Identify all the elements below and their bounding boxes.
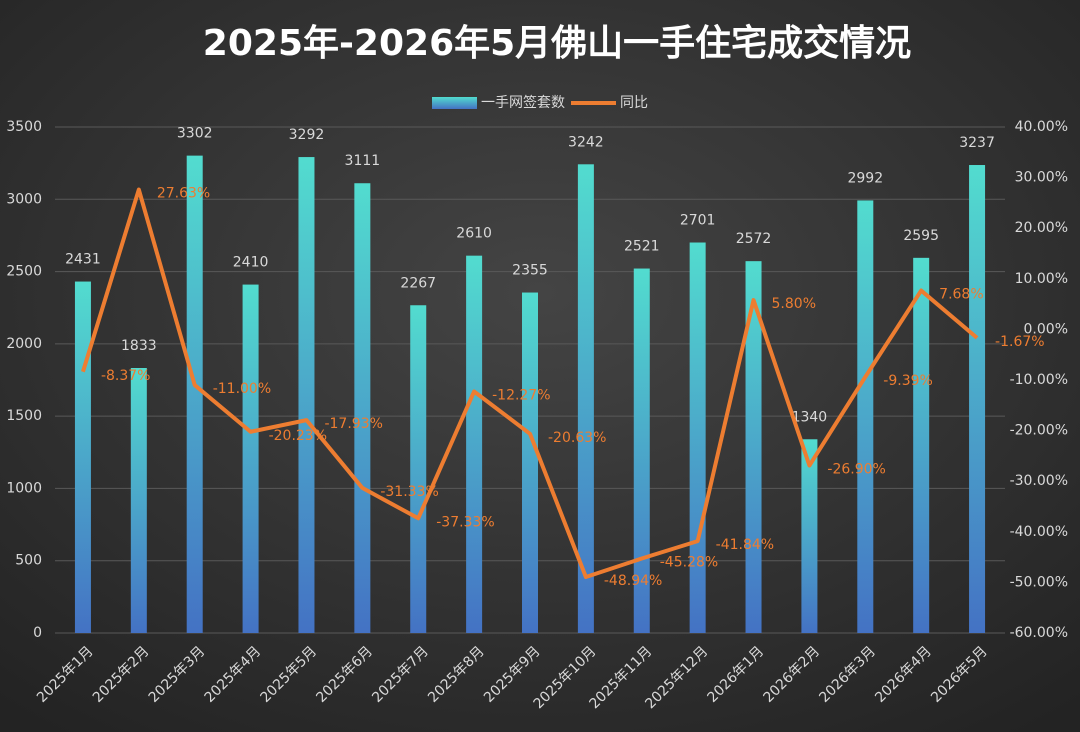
bar-value-label: 2595 — [903, 228, 939, 244]
y-tick-label: 0 — [33, 625, 42, 641]
bar-value-label: 2992 — [847, 170, 883, 186]
y-tick-label: 500 — [15, 553, 42, 569]
bar — [969, 165, 986, 634]
bar — [298, 157, 315, 633]
line-value-label: -26.90% — [827, 462, 885, 478]
bar-value-label: 3302 — [177, 126, 213, 142]
y2-tick-label: -20.00% — [1010, 423, 1068, 439]
bar-value-label: 2431 — [65, 252, 101, 268]
bar — [801, 439, 818, 633]
line-value-label: 5.80% — [772, 296, 816, 312]
bar — [74, 281, 91, 633]
y2-tick-label: -30.00% — [1010, 473, 1068, 489]
bar — [130, 368, 147, 633]
y-tick-label: 1500 — [6, 408, 42, 424]
line-value-label: -20.63% — [548, 430, 606, 446]
bar-value-label: 2701 — [680, 213, 716, 229]
line-value-label: -45.28% — [660, 555, 718, 571]
y-tick-label: 3000 — [6, 191, 42, 207]
line-value-label: -12.27% — [492, 387, 550, 403]
bar — [410, 305, 427, 633]
line — [81, 187, 979, 580]
bar-value-label: 3292 — [289, 127, 325, 143]
bar — [857, 200, 874, 633]
line-value-label: -20.23% — [269, 428, 327, 444]
line-value-label: -41.84% — [716, 537, 774, 553]
legend-swatch — [432, 97, 477, 109]
line-value-label: -1.67% — [995, 334, 1045, 350]
bar-value-label: 2521 — [624, 239, 660, 255]
bar — [633, 268, 650, 633]
line-value-label: 7.68% — [939, 287, 983, 303]
y2-tick-label: 20.00% — [1015, 220, 1068, 236]
bar-value-label: 2410 — [233, 255, 269, 271]
line-value-label: -17.93% — [324, 416, 382, 432]
bar — [354, 183, 371, 633]
y2-tick-label: 30.00% — [1015, 170, 1068, 186]
y-tick-label: 1000 — [6, 480, 42, 496]
y2-tick-label: -50.00% — [1010, 574, 1068, 590]
line-value-label: -11.00% — [213, 381, 271, 397]
bar — [466, 255, 483, 633]
bar-value-label: 3237 — [959, 135, 995, 151]
y-tick-label: 3500 — [6, 119, 42, 135]
y2-tick-label: 0.00% — [1024, 321, 1068, 337]
chart-title: 2025年-2026年5月佛山一手住宅成交情况 — [203, 22, 911, 64]
bar — [745, 261, 762, 633]
line-value-label: -31.33% — [380, 484, 438, 500]
legend-label: 一手网签套数 — [481, 94, 565, 111]
bar-value-label: 2267 — [400, 275, 436, 291]
bar-value-label: 2572 — [736, 231, 772, 247]
line-value-label: 27.63% — [157, 186, 210, 202]
line-value-label: -8.37% — [101, 368, 151, 384]
bar-value-label: 3111 — [345, 153, 381, 169]
bar — [689, 242, 706, 633]
y2-tick-label: -40.00% — [1010, 524, 1068, 540]
line-value-label: -37.33% — [436, 514, 494, 530]
bar-value-label: 1340 — [792, 409, 828, 425]
y2-tick-label: 10.00% — [1015, 271, 1068, 287]
bar — [522, 292, 538, 633]
bar — [913, 257, 930, 633]
line-value-label: -9.39% — [883, 373, 933, 389]
bar-value-label: 3242 — [568, 134, 604, 150]
bar — [186, 155, 203, 634]
line-value-label: -48.94% — [604, 573, 662, 589]
y-tick-label: 2000 — [6, 336, 42, 352]
y2-tick-label: -10.00% — [1010, 372, 1068, 388]
bar-value-label: 2610 — [456, 226, 492, 242]
bar — [242, 284, 259, 633]
y2-tick-label: -60.00% — [1010, 625, 1068, 641]
bar — [577, 164, 594, 633]
bar-value-label: 1833 — [121, 338, 157, 354]
legend-label: 同比 — [620, 95, 648, 111]
y2-tick-label: 40.00% — [1015, 119, 1068, 135]
y-tick-label: 2500 — [6, 264, 42, 280]
bar-value-label: 2355 — [512, 263, 548, 279]
